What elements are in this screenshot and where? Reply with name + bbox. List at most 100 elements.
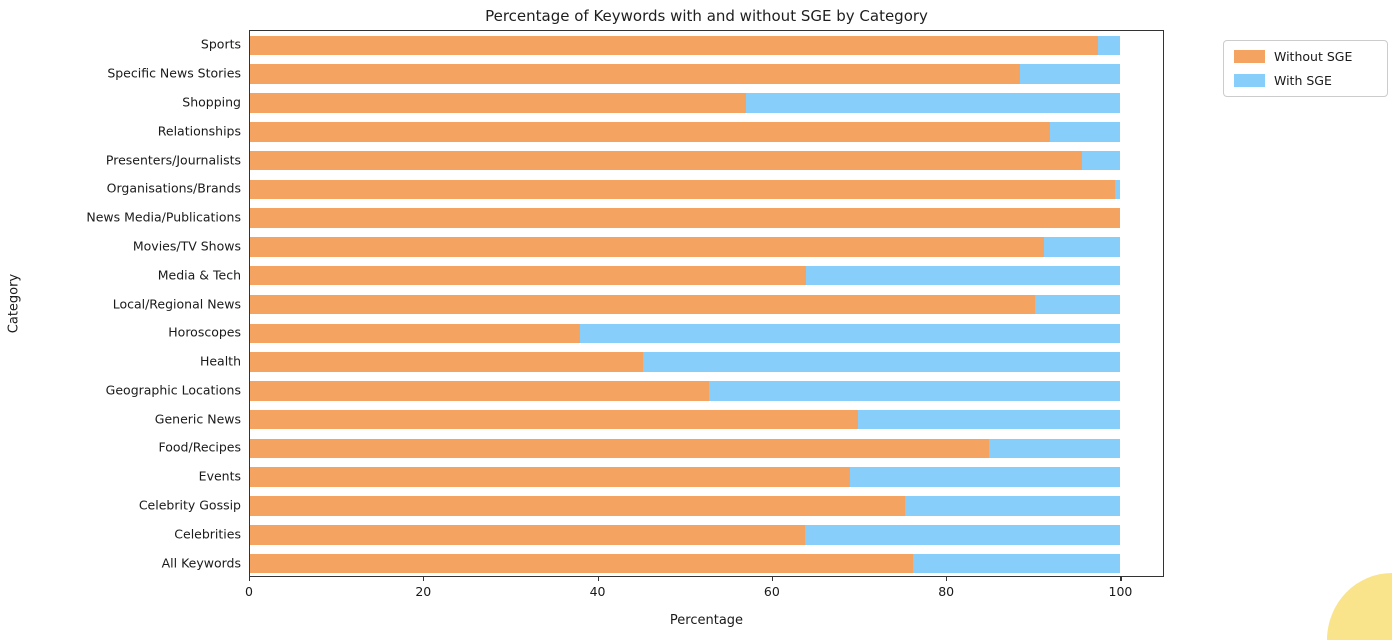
plot-area [249, 30, 1164, 577]
category-label: Sports [200, 36, 241, 52]
x-tick-mark [1120, 577, 1122, 581]
bar-segment-with-sge [849, 467, 1120, 487]
x-tick-label: 60 [763, 584, 780, 599]
bar-row [250, 553, 1163, 574]
legend-swatch-with-sge [1234, 74, 1265, 87]
bar-segment-with-sge [1115, 179, 1120, 200]
bar-segment-with-sge [1082, 150, 1120, 171]
bar-segment-without-sge [250, 265, 807, 286]
bar-segment-with-sge [745, 93, 1120, 113]
x-axis-label: Percentage [669, 613, 744, 628]
bar-segment-without-sge [250, 122, 1050, 142]
bar-segment-without-sge [250, 553, 913, 574]
bar-segment-with-sge [1049, 122, 1120, 142]
bar-segment-with-sge [804, 525, 1120, 545]
bar-segment-without-sge [250, 496, 905, 516]
chart-title: Percentage of Keywords with and without … [485, 7, 928, 25]
legend-label-with-sge: With SGE [1274, 73, 1332, 88]
bar-row [250, 93, 1163, 113]
category-label: All Keywords [161, 555, 241, 571]
bar-segment-without-sge [250, 352, 644, 372]
category-label: Geographic Locations [105, 382, 241, 398]
bar-row [250, 35, 1163, 56]
bar-segment-with-sge [806, 265, 1120, 286]
bar-row [250, 525, 1163, 545]
decorative-quarter-circle [1327, 573, 1392, 640]
bar-row [250, 438, 1163, 459]
x-tick-label: 100 [1108, 584, 1133, 599]
x-tick-mark [771, 577, 774, 581]
bar-segment-with-sge [643, 352, 1120, 372]
category-label: Events [198, 468, 241, 484]
category-label: Media & Tech [157, 267, 241, 283]
bar-segment-with-sge [857, 409, 1120, 430]
bar-segment-without-sge [250, 525, 805, 545]
x-tick-mark [423, 577, 425, 581]
bar-segment-with-sge [580, 323, 1120, 344]
category-label: Celebrity Gossip [138, 497, 241, 513]
legend-label-without-sge: Without SGE [1274, 49, 1353, 64]
bar-segment-with-sge [1019, 64, 1120, 84]
bar-segment-without-sge [250, 179, 1116, 200]
bar-segment-with-sge [989, 438, 1120, 459]
category-label: Movies/TV Shows [132, 238, 241, 254]
category-label: Organisations/Brands [106, 180, 241, 196]
bar-row [250, 150, 1163, 171]
bar-segment-without-sge [250, 150, 1083, 171]
category-label: Shopping [182, 94, 241, 110]
bar-row [250, 122, 1163, 142]
bar-segment-with-sge [1035, 294, 1120, 315]
bar-row [250, 179, 1163, 200]
x-tick-label: 40 [589, 584, 606, 599]
bar-row [250, 208, 1163, 228]
x-tick-label: 0 [245, 584, 253, 599]
category-label: Local/Regional News [112, 296, 241, 311]
legend-item-without-sge: Without SGE [1234, 49, 1377, 64]
x-tick-mark [597, 577, 599, 581]
bar-row [250, 409, 1163, 430]
bar-segment-with-sge [912, 553, 1120, 574]
bar-row [250, 381, 1163, 401]
bar-segment-without-sge [250, 294, 1036, 315]
bar-row [250, 64, 1163, 84]
category-label: Food/Recipes [158, 439, 241, 455]
category-label: Celebrities [174, 526, 241, 542]
x-tick-label: 80 [938, 584, 955, 599]
category-label: Health [199, 353, 241, 369]
bar-segment-without-sge [250, 409, 858, 430]
bar-segment-with-sge [1043, 237, 1120, 257]
bar-segment-without-sge [250, 64, 1020, 84]
bar-segment-without-sge [250, 93, 746, 113]
bar-segment-with-sge [1097, 35, 1120, 56]
bar-segment-without-sge [250, 35, 1098, 56]
legend: Without SGE With SGE [1223, 40, 1388, 97]
category-label: Generic News [154, 411, 241, 427]
category-label: News Media/Publications [86, 209, 241, 225]
x-tick-label: 20 [415, 584, 432, 599]
bar-segment-without-sge [250, 237, 1044, 257]
legend-swatch-without-sge [1234, 50, 1265, 63]
bar-segment-with-sge [904, 496, 1120, 516]
bar-row [250, 237, 1163, 257]
category-label: Relationships [157, 123, 241, 139]
category-label: Horoscopes [168, 324, 241, 340]
bar-segment-without-sge [250, 438, 990, 459]
bar-row [250, 294, 1163, 315]
x-tick-mark [946, 577, 948, 581]
bar-segment-without-sge [250, 467, 850, 487]
bar-segment-without-sge [250, 323, 581, 344]
bar-segment-without-sge [250, 381, 710, 401]
bar-row [250, 496, 1163, 516]
legend-item-with-sge: With SGE [1234, 73, 1377, 88]
bar-row [250, 467, 1163, 487]
category-label: Presenters/Journalists [105, 152, 241, 168]
bar-segment-with-sge [709, 381, 1120, 401]
x-tick-mark [249, 577, 251, 581]
bar-row [250, 352, 1163, 372]
bar-segment-without-sge [250, 208, 1120, 228]
category-label: Specific News Stories [107, 65, 241, 81]
y-axis-tick-labels: Sports Specific News Stories Shopping Relat… [0, 30, 241, 577]
bar-row [250, 323, 1163, 344]
bar-row [250, 265, 1163, 286]
